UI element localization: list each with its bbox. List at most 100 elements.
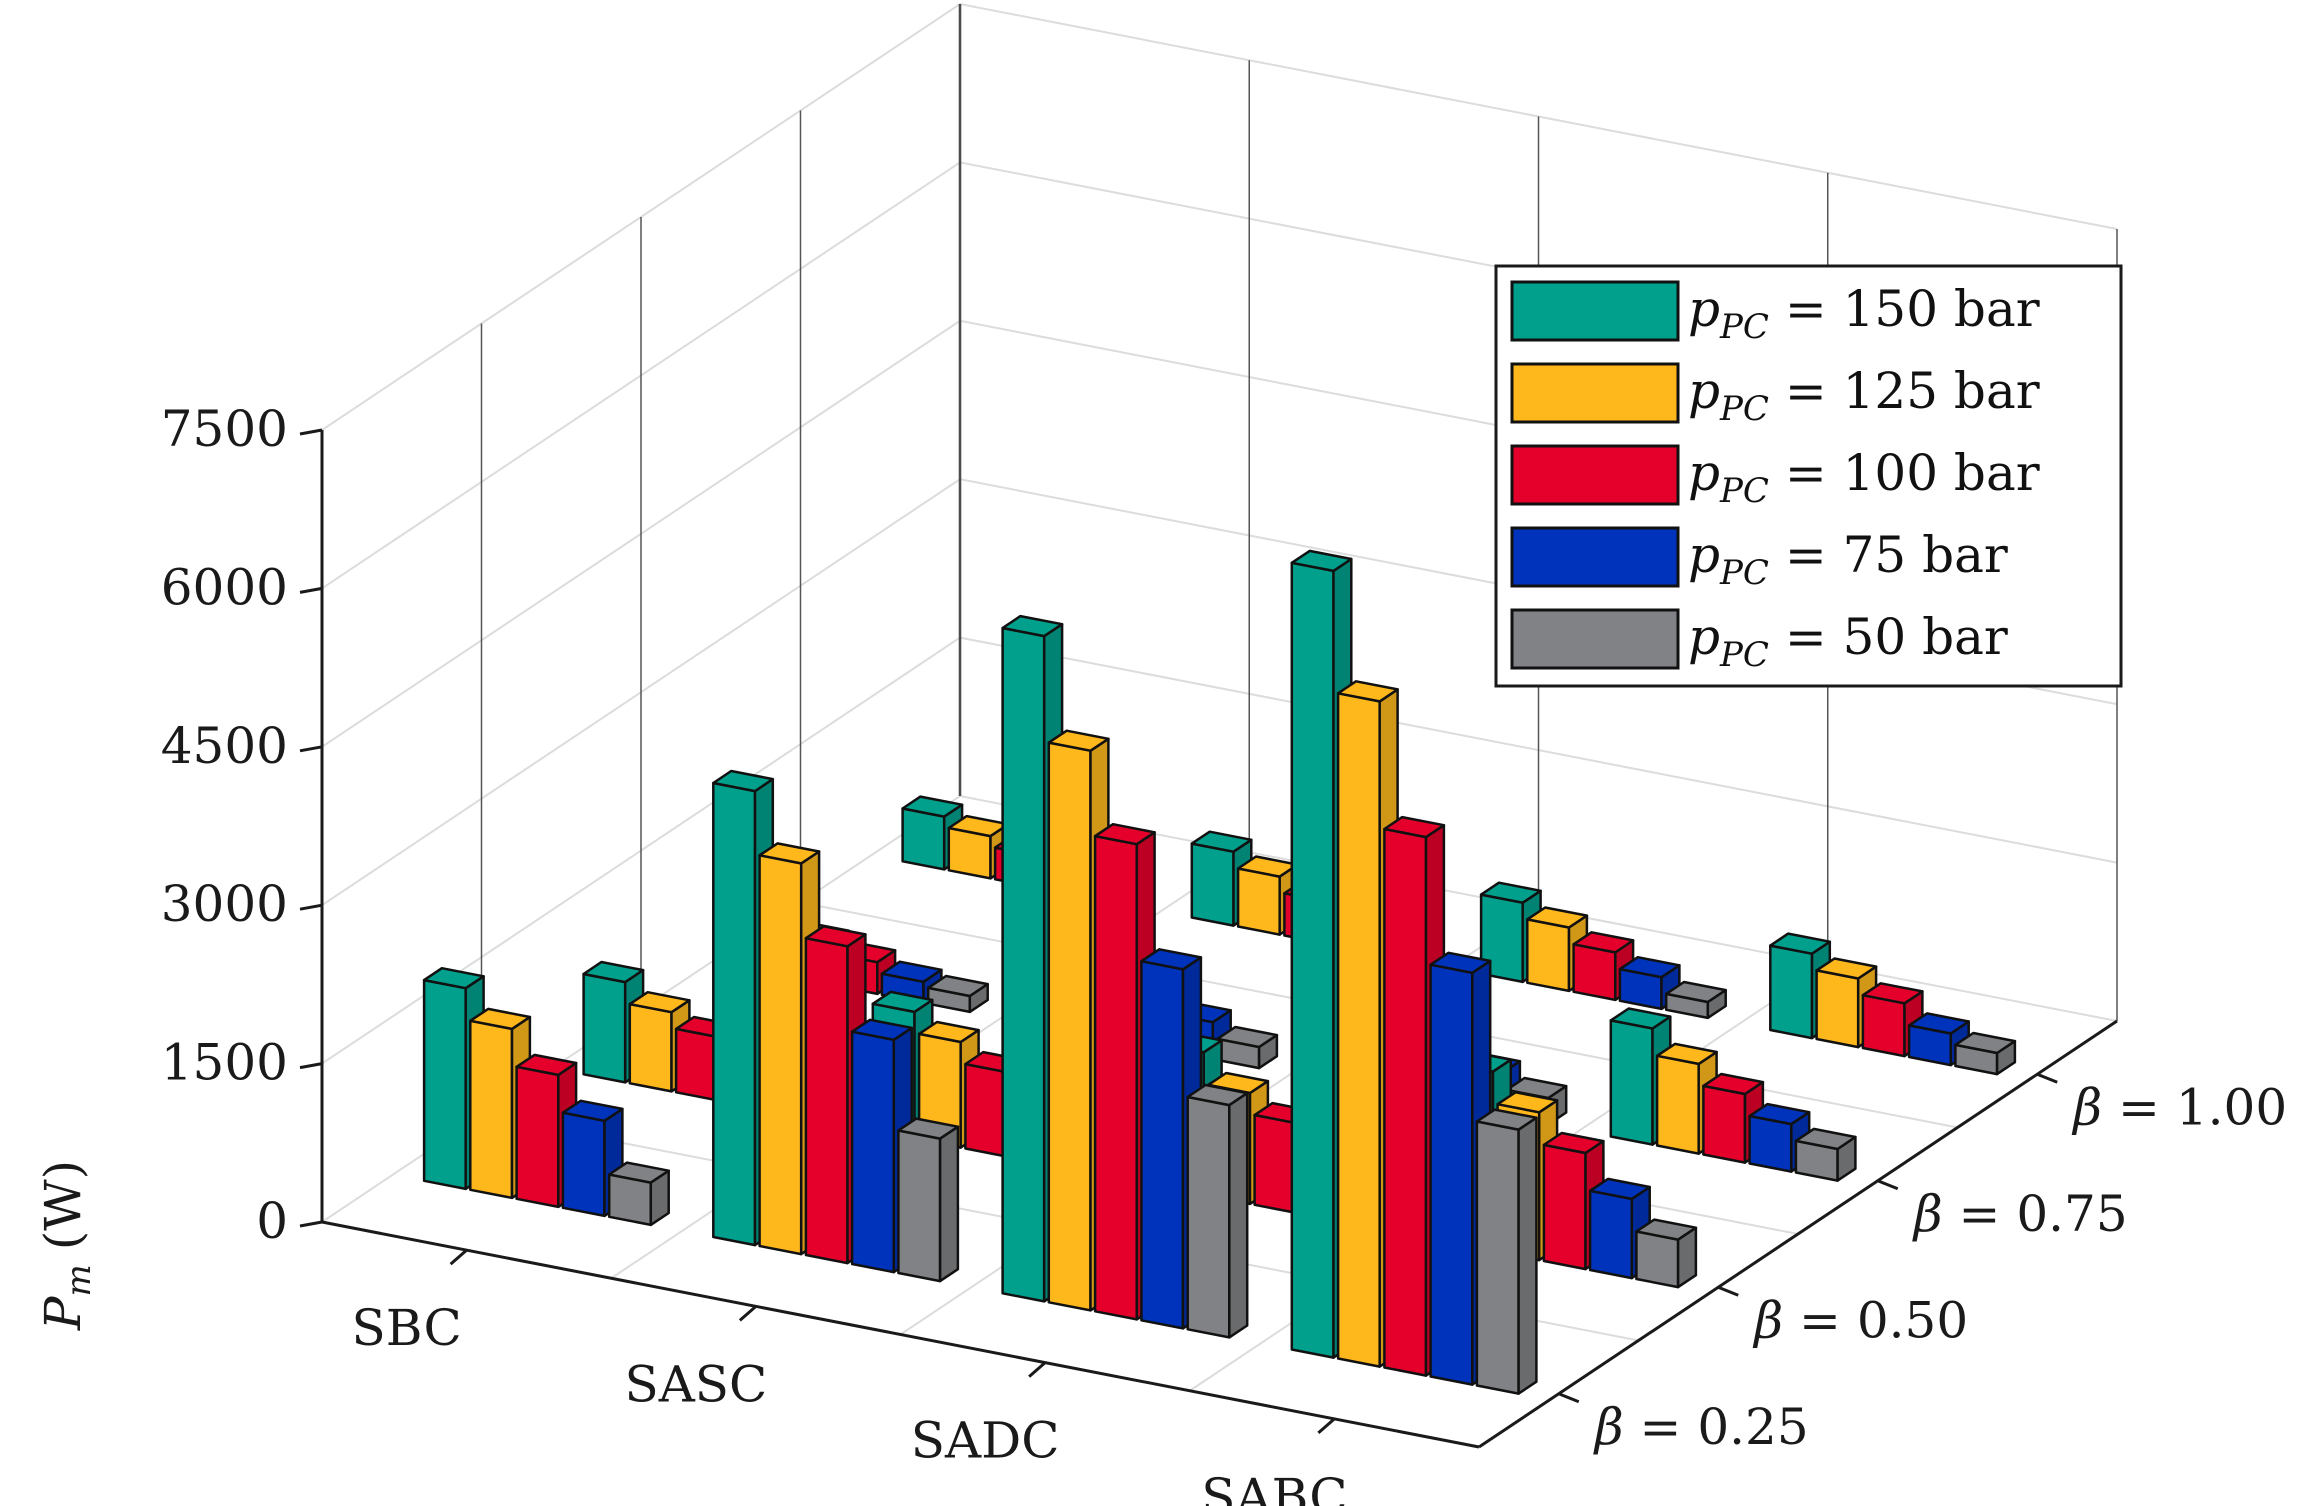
bar-top-face xyxy=(850,1018,913,1042)
bar-top-face xyxy=(917,1020,980,1044)
bar-front-face xyxy=(1047,741,1092,1312)
bar-front-face xyxy=(1572,943,1617,1002)
bar-front-face xyxy=(1140,959,1185,1330)
bar-front-face xyxy=(1186,1095,1231,1339)
bar-top-face xyxy=(422,966,485,990)
bar-front-face xyxy=(515,1065,560,1209)
bar-top-face xyxy=(1748,1102,1811,1126)
legend-entry: pPC = 150 bar xyxy=(1510,280,2040,347)
bar xyxy=(1954,1031,2017,1076)
bar xyxy=(926,974,989,1014)
bar-front-face xyxy=(758,854,803,1256)
x-tick xyxy=(1028,1361,1047,1378)
z-tick xyxy=(299,745,323,753)
legend-entries: pPC = 150 bar pPC = 125 bar pPC = 100 bar p… xyxy=(1510,280,2040,675)
bar-side-face xyxy=(1228,1091,1249,1339)
bar xyxy=(1186,1083,1249,1339)
legend-swatch xyxy=(1510,280,1680,342)
bar-top-face xyxy=(1429,951,1492,975)
bar-front-face xyxy=(1655,1054,1700,1155)
bar-front-face xyxy=(1383,827,1428,1377)
y-tick xyxy=(1558,1392,1580,1404)
bar-top-face xyxy=(804,925,867,948)
bar-top-face xyxy=(607,1161,670,1184)
z-tick-label: 1500 xyxy=(161,1034,288,1092)
bar-top-face xyxy=(1861,982,1924,1005)
legend-swatch xyxy=(1510,362,1680,424)
x-tick xyxy=(738,1305,757,1322)
bar-top-face xyxy=(1794,1127,1857,1151)
z-tick xyxy=(299,428,323,436)
bar-top-face xyxy=(1336,680,1399,703)
bar-top-face xyxy=(1618,955,1681,979)
bar-front-face xyxy=(1815,969,1860,1049)
bar-top-face xyxy=(1609,1007,1672,1030)
x-tick xyxy=(1317,1417,1336,1435)
legend-entry: pPC = 125 bar xyxy=(1510,362,2040,429)
bar-top-face xyxy=(1635,1218,1698,1241)
bar-top-face xyxy=(1496,1091,1559,1114)
legend-label: pPC = 125 bar xyxy=(1688,362,2040,429)
bar-front-face xyxy=(1609,1019,1654,1146)
bar-top-face xyxy=(1047,729,1110,752)
bars-layer xyxy=(422,549,2017,1395)
y-tick-label: β = 0.25 xyxy=(1593,1398,1809,1456)
y-tick-label: β = 1.00 xyxy=(2071,1078,2287,1136)
bar-top-face xyxy=(469,1007,532,1031)
bar-front-face xyxy=(1542,1143,1587,1271)
bar-front-face xyxy=(1093,834,1139,1321)
y-axis-line xyxy=(1478,1019,2118,1449)
bar-top-face xyxy=(897,1117,960,1140)
bar-top-face xyxy=(1572,931,1635,954)
bar-front-face xyxy=(1236,867,1281,936)
bar-top-face xyxy=(1290,549,1353,573)
x-tick-label: SBC xyxy=(352,1299,462,1357)
z-tick-label: 4500 xyxy=(161,717,288,775)
bar-top-face xyxy=(758,842,821,865)
legend: pPC = 150 bar pPC = 125 bar pPC = 100 bar p… xyxy=(1494,264,2123,688)
bar-top-face xyxy=(1186,1083,1249,1107)
y-tick xyxy=(2036,1072,2058,1084)
bar-front-face xyxy=(1861,993,1906,1058)
bar-top-face xyxy=(880,960,943,984)
z-tick xyxy=(299,586,323,594)
bar-top-face xyxy=(1664,980,1727,1004)
z-tick-label: 6000 xyxy=(161,558,288,616)
bar-front-face xyxy=(1475,1120,1520,1395)
bar-top-face xyxy=(1216,1025,1279,1049)
tick-labels-layer: 0 1500 3000 4500 6000 7500 SBC SASC SADC SABC β = … xyxy=(161,400,2287,1506)
legend-label: pPC = 50 bar xyxy=(1688,608,2008,675)
bar-top-face xyxy=(1815,957,1878,980)
z-tick-label: 0 xyxy=(256,1192,288,1250)
bar-front-face xyxy=(804,936,849,1265)
bar-front-face xyxy=(628,1002,673,1093)
x-tick-label: SASC xyxy=(624,1355,767,1413)
bar-top-face xyxy=(1769,932,1832,955)
bar-side-face xyxy=(938,1125,960,1283)
y-tick-label: β = 0.75 xyxy=(1912,1185,2128,1243)
bar-front-face xyxy=(469,1019,514,1200)
bar-top-face xyxy=(926,974,989,998)
axes-layer xyxy=(299,428,2118,1449)
y-tick-label: β = 0.50 xyxy=(1752,1291,1968,1349)
bar-top-face xyxy=(1588,1177,1651,1201)
legend-entry: pPC = 75 bar xyxy=(1510,526,2008,593)
bar-top-face xyxy=(515,1053,578,1077)
legend-entry: pPC = 50 bar xyxy=(1510,608,2008,675)
bar-front-face xyxy=(901,807,946,871)
bar-front-face xyxy=(1769,944,1814,1040)
bar xyxy=(1664,980,1727,1020)
bar-side-face xyxy=(1517,1116,1538,1395)
bar-front-face xyxy=(1748,1114,1793,1173)
bar-front-face xyxy=(1290,561,1335,1359)
legend-label: pPC = 150 bar xyxy=(1688,280,2040,347)
bar-front-face xyxy=(582,972,627,1084)
legend-swatch xyxy=(1510,526,1680,588)
bar xyxy=(1475,1108,1538,1395)
bar-top-face xyxy=(561,1099,624,1123)
bar xyxy=(1794,1127,1857,1182)
bar-front-face xyxy=(561,1111,606,1218)
bar xyxy=(1635,1218,1698,1289)
z-axis-label: Pm(W) xyxy=(34,1160,99,1331)
